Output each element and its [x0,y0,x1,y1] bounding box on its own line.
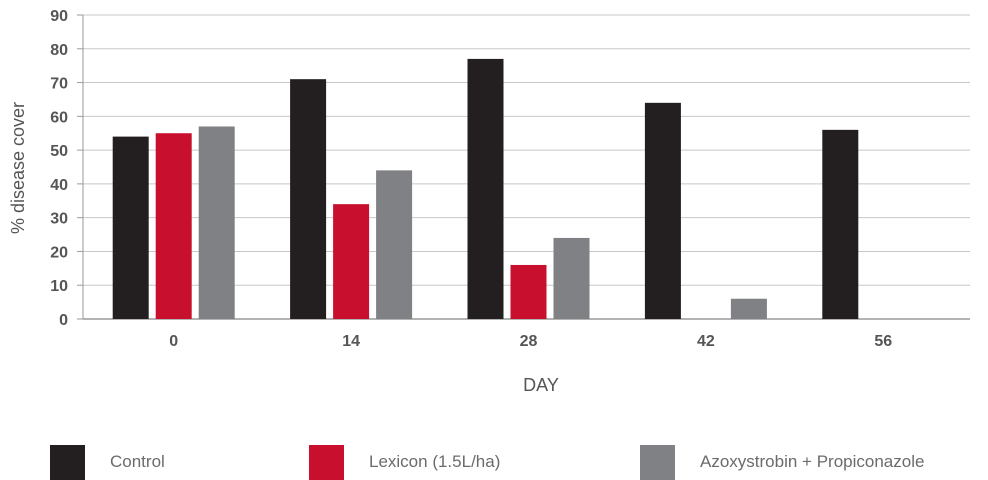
y-tick-label: 0 [59,312,68,329]
legend-label-control: Control [110,452,165,471]
y-tick-label: 60 [50,109,68,126]
legend-item-azoxystrobin: Azoxystrobin + Propiconazole [640,444,924,480]
y-tick-label: 10 [50,278,68,295]
legend: Control Lexicon (1.5L/ha) Azoxystrobin +… [0,444,988,480]
bar [467,58,504,320]
bar [290,79,327,319]
legend-item-control: Control [50,444,165,480]
bar [333,204,370,319]
bar [644,102,681,319]
x-axis-ticks: 0 14 28 42 56 [169,333,892,350]
y-tick-label: 20 [50,244,68,261]
y-tick-label: 70 [50,76,68,93]
y-tick-label: 50 [50,143,68,160]
x-tick-label: 0 [169,333,178,350]
x-tick-label: 14 [342,333,360,350]
x-tick-label: 42 [697,333,715,350]
bar-chart: 0 10 20 30 40 50 60 70 80 90 0 14 28 42 56 % disease … [8,8,970,395]
x-tick-label: 56 [874,333,892,350]
y-tick-label: 40 [50,177,68,194]
bar [198,126,235,319]
y-axis-title: % disease cover [8,102,28,234]
y-tick-label: 30 [50,211,68,228]
legend-swatch-azoxystrobin [640,444,675,480]
y-tick-label: 80 [50,42,68,59]
y-tick-label: 90 [50,8,68,25]
legend-item-lexicon: Lexicon (1.5L/ha) [309,444,500,480]
x-axis-title: DAY [523,375,559,395]
x-tick-label: 28 [520,333,538,350]
bar [822,129,859,319]
bar [553,237,590,319]
bar [112,136,149,319]
bar [376,170,413,319]
legend-swatch-control [50,444,85,480]
bar [730,298,767,319]
bars [112,58,859,320]
bar [155,133,192,319]
y-axis-ticks: 0 10 20 30 40 50 60 70 80 90 [50,8,68,329]
bar [510,264,547,319]
legend-label-azoxystrobin: Azoxystrobin + Propiconazole [700,452,925,471]
legend-label-lexicon: Lexicon (1.5L/ha) [369,452,501,471]
legend-swatch-lexicon [309,444,344,480]
